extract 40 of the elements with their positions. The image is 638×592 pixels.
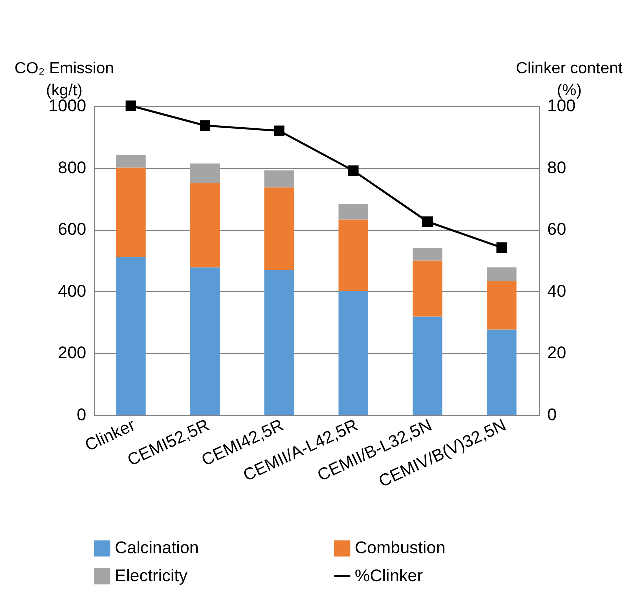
- legend-label: Electricity: [115, 566, 188, 586]
- bar: [264, 170, 294, 188]
- bar: [190, 184, 220, 268]
- y2-tick-label: 0: [548, 406, 557, 424]
- legend-label: %Clinker: [355, 566, 424, 586]
- point: [126, 100, 136, 112]
- bar: [338, 220, 368, 292]
- y-tick-label: 0: [77, 406, 86, 424]
- y2-tick-label: 20: [548, 344, 566, 363]
- point: [348, 166, 359, 176]
- y-tick-label: 200: [58, 344, 86, 363]
- y-tick-label: 600: [58, 220, 86, 240]
- bar: [116, 168, 146, 258]
- bar: [412, 316, 443, 415]
- legend-label: Calcination: [115, 538, 200, 558]
- y-tick-label: 800: [58, 158, 86, 178]
- point: [496, 242, 508, 254]
- bar: [190, 268, 220, 415]
- legend-label: Combustion: [355, 538, 446, 558]
- y2-tick-label: 40: [548, 282, 566, 301]
- bar: [338, 204, 368, 220]
- y2-tick-label: 60: [548, 220, 566, 240]
- bar: [487, 330, 517, 415]
- bar: [264, 188, 294, 270]
- y-tick-label: 400: [58, 282, 86, 301]
- point: [200, 120, 210, 132]
- bar: [412, 260, 443, 317]
- bar: [412, 248, 443, 261]
- point: [274, 126, 285, 136]
- y-axis-title: CO₂ Emission (kg/t): [14, 60, 114, 100]
- bar: [116, 155, 146, 168]
- bar: [190, 164, 220, 184]
- bar: [487, 282, 517, 330]
- bar: [338, 291, 368, 415]
- y2-axis-title: Clinker content (%): [516, 60, 624, 100]
- bar: [487, 268, 517, 282]
- point: [422, 216, 433, 228]
- y2-tick-label: 80: [548, 158, 566, 178]
- bar: [264, 270, 294, 415]
- bar: [116, 257, 146, 415]
